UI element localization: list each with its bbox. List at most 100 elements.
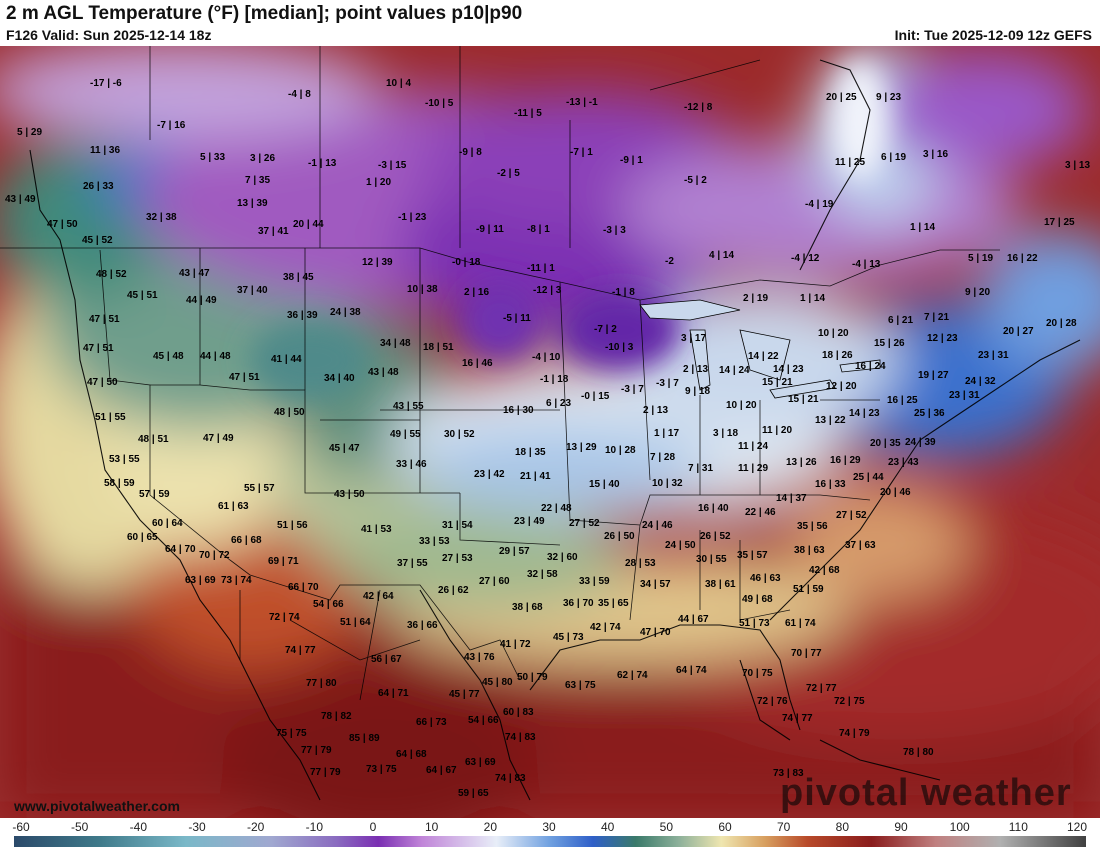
point-value: 36 | 66 — [407, 620, 438, 631]
point-value: 85 | 89 — [349, 733, 380, 744]
point-value: 17 | 25 — [1044, 217, 1075, 228]
point-value: 51 | 56 — [277, 520, 308, 531]
point-value: 78 | 80 — [903, 747, 934, 758]
point-value: 16 | 46 — [462, 358, 493, 369]
point-value: 15 | 40 — [589, 479, 620, 490]
point-value: 63 | 75 — [565, 680, 596, 691]
point-value: 47 | 49 — [203, 433, 234, 444]
point-value: 9 | 23 — [876, 92, 902, 103]
point-value: 62 | 74 — [617, 670, 648, 681]
point-value: 7 | 31 — [688, 463, 714, 474]
point-value: 20 | 25 — [826, 92, 857, 103]
point-value: 70 | 75 — [742, 668, 773, 679]
legend-tick-label: 110 — [1008, 820, 1028, 834]
point-value: 2 | 13 — [683, 364, 709, 375]
point-value: 74 | 83 — [495, 773, 526, 784]
point-value: 37 | 40 — [237, 285, 268, 296]
point-value: -8 | 1 — [527, 224, 550, 235]
point-value: 16 | 24 — [855, 361, 886, 372]
point-value: 23 | 42 — [474, 469, 505, 480]
point-value: 14 | 23 — [773, 364, 804, 375]
point-value: 5 | 29 — [17, 127, 43, 138]
legend-tick-label: -40 — [129, 820, 147, 834]
point-value: 41 | 53 — [361, 524, 392, 535]
point-value: 6 | 19 — [881, 152, 907, 163]
point-value: 61 | 63 — [218, 501, 249, 512]
point-value: 24 | 38 — [330, 307, 361, 318]
point-value: 41 | 72 — [500, 639, 531, 650]
point-value: 37 | 55 — [397, 558, 428, 569]
point-value: 34 | 57 — [640, 579, 671, 590]
point-value: 66 | 70 — [288, 582, 319, 593]
point-value: 64 | 67 — [426, 765, 457, 776]
point-value: 44 | 48 — [200, 351, 231, 362]
point-value: 64 | 71 — [378, 688, 409, 699]
legend-color-bar — [14, 836, 1086, 847]
point-value: -2 | 5 — [497, 168, 520, 179]
point-value: 72 | 77 — [806, 683, 837, 694]
point-value: -4 | 19 — [805, 199, 834, 210]
point-value: 26 | 62 — [438, 585, 469, 596]
point-value: 49 | 68 — [742, 594, 773, 605]
point-value: 63 | 69 — [465, 757, 496, 768]
point-value: 10 | 28 — [605, 445, 636, 456]
point-value: 36 | 39 — [287, 310, 318, 321]
legend-tick-label: -30 — [188, 820, 206, 834]
point-value: 27 | 52 — [569, 518, 600, 529]
point-value: 7 | 21 — [924, 312, 950, 323]
point-value: 66 | 68 — [231, 535, 262, 546]
point-value: 23 | 49 — [514, 516, 545, 527]
point-value: 60 | 83 — [503, 707, 534, 718]
point-value: 11 | 24 — [738, 441, 769, 452]
point-value: 18 | 51 — [423, 342, 454, 353]
legend-tick-label: 50 — [659, 820, 674, 834]
point-value: 77 | 80 — [306, 678, 337, 689]
point-value: 14 | 23 — [849, 408, 880, 419]
point-value: -5 | 2 — [684, 175, 707, 186]
point-value: 43 | 55 — [393, 401, 424, 412]
point-value: 45 | 47 — [329, 443, 360, 454]
point-value: -4 | 8 — [288, 89, 311, 100]
point-value: -11 | 5 — [514, 108, 542, 119]
point-value: 15 | 21 — [788, 394, 819, 405]
point-value: 9 | 20 — [965, 287, 991, 298]
point-value: 46 | 63 — [750, 573, 781, 584]
point-value: 24 | 32 — [965, 376, 996, 387]
point-value: 20 | 44 — [293, 219, 324, 230]
valid-time: F126 Valid: Sun 2025-12-14 18z — [6, 27, 212, 43]
init-time: Init: Tue 2025-12-09 12z GEFS — [894, 27, 1092, 43]
point-value: -0 | 15 — [581, 391, 610, 402]
legend-tick-label: 60 — [718, 820, 732, 834]
point-value: 4 | 14 — [709, 250, 735, 261]
point-value: 74 | 83 — [505, 732, 536, 743]
point-value: 10 | 20 — [818, 328, 849, 339]
point-value: 45 | 77 — [449, 689, 480, 700]
point-value: 16 | 40 — [698, 503, 729, 514]
point-value: 23 | 31 — [978, 350, 1009, 361]
legend-tick-label: 100 — [949, 820, 970, 834]
point-value: 60 | 64 — [152, 518, 183, 529]
legend-tick-label: -20 — [246, 820, 265, 834]
point-value: 38 | 45 — [283, 272, 314, 283]
point-value: 25 | 36 — [914, 408, 945, 419]
point-value: 21 | 41 — [520, 471, 551, 482]
point-value: 26 | 33 — [83, 181, 114, 192]
point-value: 12 | 39 — [362, 257, 393, 268]
point-value: 5 | 33 — [200, 152, 226, 163]
point-value: -9 | 8 — [459, 147, 482, 158]
point-value: 30 | 55 — [696, 554, 727, 565]
site-credit: www.pivotalweather.com — [14, 798, 180, 814]
point-value: 13 | 39 — [237, 198, 268, 209]
point-value: 2 | 16 — [464, 287, 490, 298]
point-value: 43 | 76 — [464, 652, 495, 663]
point-value: 16 | 29 — [830, 455, 861, 466]
point-value: 61 | 74 — [785, 618, 816, 629]
point-value: 20 | 35 — [870, 438, 901, 449]
point-value: -7 | 1 — [570, 147, 593, 158]
point-value: -1 | 18 — [540, 374, 569, 385]
point-value: 35 | 57 — [737, 550, 768, 561]
point-value: 73 | 74 — [221, 575, 252, 586]
temperature-map: -17 | -6 -4 | 8 10 | 4 -10 | 5 -13 | -1 -12 |… — [0, 46, 1100, 818]
point-value: 10 | 20 — [726, 400, 757, 411]
point-value: 47 | 51 — [83, 343, 114, 354]
